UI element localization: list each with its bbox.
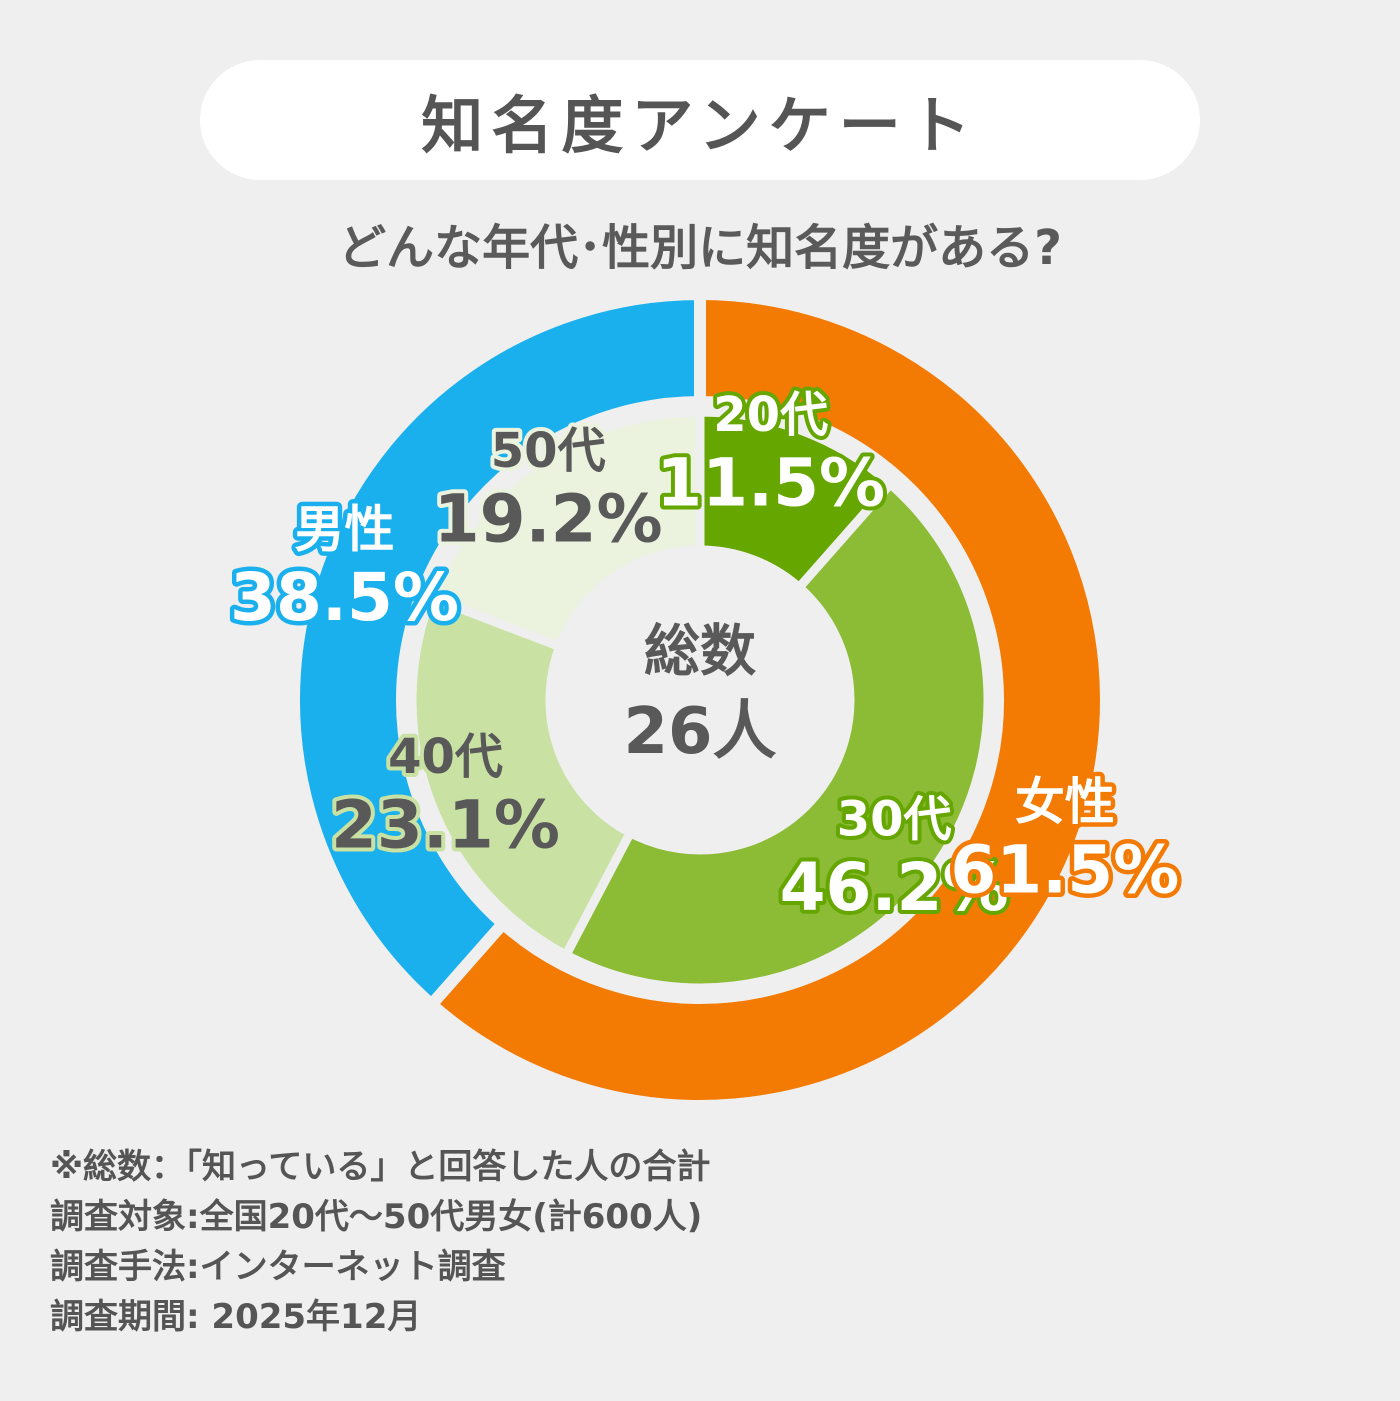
note-method: 調査手法:インターネット調査 — [50, 1247, 506, 1287]
title-banner: 知名度アンケート — [200, 60, 1200, 180]
chart-subtitle: どんな年代･性別に知名度がある? — [338, 220, 1062, 276]
label-40s: 40代 — [388, 729, 503, 785]
note-period: 調査期間: 2025年12月 — [50, 1297, 422, 1337]
slice-50s — [425, 407, 705, 653]
value-30s: 46.2% — [780, 849, 1009, 926]
label-20s: 20代 — [713, 387, 828, 443]
value-40s: 23.1% — [331, 786, 560, 863]
slice-male — [288, 287, 706, 1014]
value-20s: 11.5% — [656, 444, 885, 521]
page-title: 知名度アンケート — [421, 89, 979, 162]
value-50s: 19.2% — [434, 481, 663, 558]
label-female: 女性 — [1015, 773, 1115, 831]
slice-40s — [407, 591, 637, 962]
survey-notes: ※総数：「知っている」と回答した人の合計 調査対象:全国20代～50代男女(計6… — [50, 1142, 710, 1342]
label-50s: 50代 — [491, 423, 606, 479]
note-target: 調査対象:全国20代～50代男女(計600人) — [50, 1197, 703, 1237]
center-label: 総数 — [644, 620, 756, 685]
value-female: 61.5% — [950, 831, 1179, 908]
value-male: 38.5% — [230, 559, 459, 636]
note-total: ※総数：「知っている」と回答した人の合計 — [50, 1147, 711, 1187]
label-male: 男性 — [295, 501, 395, 559]
center-total: 26人 — [623, 695, 776, 769]
slice-30s — [559, 477, 993, 993]
slice-female — [423, 287, 1112, 1112]
label-30s: 30代 — [837, 791, 952, 847]
